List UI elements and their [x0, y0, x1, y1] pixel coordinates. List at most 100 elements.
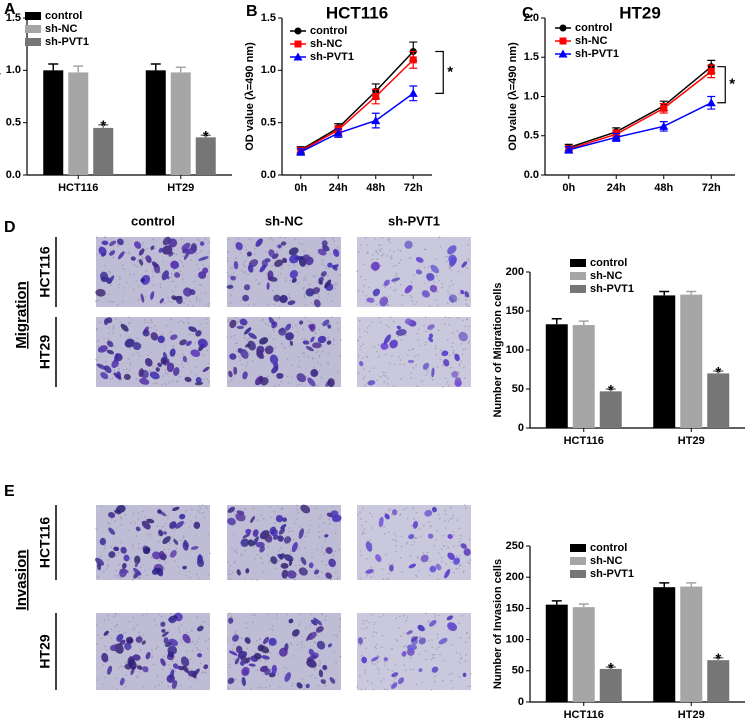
- pore: [198, 637, 201, 640]
- pore: [304, 535, 307, 538]
- pore: [240, 269, 243, 272]
- cell: [292, 629, 300, 637]
- pore: [463, 569, 465, 572]
- cell: [162, 536, 171, 545]
- cell: [438, 637, 448, 645]
- pore: [303, 547, 306, 549]
- cell: [326, 512, 333, 518]
- pore: [305, 375, 308, 378]
- pore: [441, 282, 444, 285]
- pore: [439, 245, 442, 248]
- pore: [324, 551, 326, 554]
- pore: [203, 516, 205, 519]
- pore: [252, 621, 254, 623]
- cell: [171, 680, 178, 689]
- pore: [103, 619, 106, 622]
- pore: [239, 359, 242, 361]
- cell: [146, 518, 155, 524]
- pore: [233, 280, 236, 283]
- cell: [169, 334, 178, 340]
- pore: [244, 549, 247, 552]
- cell: [143, 547, 151, 554]
- pore: [415, 511, 418, 514]
- pore: [318, 525, 321, 528]
- pore: [144, 516, 146, 518]
- row-label: HT29: [37, 634, 53, 668]
- pore: [95, 300, 98, 302]
- pore: [321, 263, 323, 265]
- pore: [272, 625, 274, 627]
- series-line: [300, 59, 414, 152]
- pore: [228, 569, 230, 572]
- cell: [327, 643, 333, 648]
- cell: [451, 370, 459, 378]
- pore: [199, 323, 202, 325]
- point: [371, 116, 381, 125]
- bar: [68, 72, 89, 175]
- pore: [359, 511, 361, 514]
- pore: [264, 323, 267, 325]
- pore: [95, 527, 97, 530]
- pore: [267, 324, 269, 327]
- cell: [128, 659, 137, 670]
- cell: [145, 651, 151, 660]
- cell: [145, 255, 152, 264]
- pore: [407, 354, 409, 357]
- pore: [467, 561, 469, 564]
- pore: [284, 277, 287, 280]
- cell: [444, 569, 451, 579]
- series-line: [568, 70, 712, 150]
- legend-swatch: [570, 259, 586, 267]
- pore: [190, 259, 193, 262]
- cell: [135, 526, 141, 532]
- cell: [124, 642, 132, 651]
- pore: [393, 681, 395, 683]
- pore: [425, 612, 427, 614]
- pore: [303, 279, 305, 281]
- pore: [180, 639, 182, 641]
- pore: [453, 571, 455, 574]
- cell: [357, 637, 363, 645]
- cell: [271, 321, 278, 329]
- cell: [329, 510, 339, 519]
- pore: [305, 265, 308, 268]
- pore: [161, 668, 164, 671]
- pore: [468, 562, 471, 565]
- pore: [460, 534, 462, 537]
- pore: [114, 625, 117, 628]
- pore: [227, 639, 229, 641]
- pore: [301, 641, 303, 643]
- pore: [162, 525, 164, 528]
- pore: [434, 613, 436, 616]
- cell: [283, 536, 292, 544]
- cell: [291, 277, 297, 283]
- pore: [360, 554, 362, 557]
- pore: [276, 652, 279, 655]
- pore: [204, 237, 207, 240]
- cell: [270, 556, 278, 565]
- cell: [141, 274, 151, 285]
- pore: [288, 527, 290, 529]
- pore: [256, 579, 259, 581]
- pore: [170, 272, 173, 275]
- cell: [132, 654, 141, 661]
- pore: [107, 522, 109, 525]
- pore: [159, 271, 161, 274]
- pore: [379, 244, 381, 246]
- point: [611, 132, 621, 141]
- pore: [366, 331, 369, 334]
- pore: [361, 655, 363, 657]
- pore: [376, 379, 378, 381]
- pore: [387, 668, 390, 671]
- pore: [133, 273, 135, 276]
- pore: [450, 644, 453, 646]
- pore: [186, 650, 189, 652]
- y-axis-label: OD value (λ=490 nm): [507, 42, 519, 151]
- pore: [459, 288, 461, 291]
- pore: [373, 346, 376, 348]
- pore: [170, 536, 172, 538]
- pore: [180, 539, 182, 541]
- pore: [150, 370, 152, 372]
- pore: [259, 556, 262, 559]
- cell: [415, 269, 423, 275]
